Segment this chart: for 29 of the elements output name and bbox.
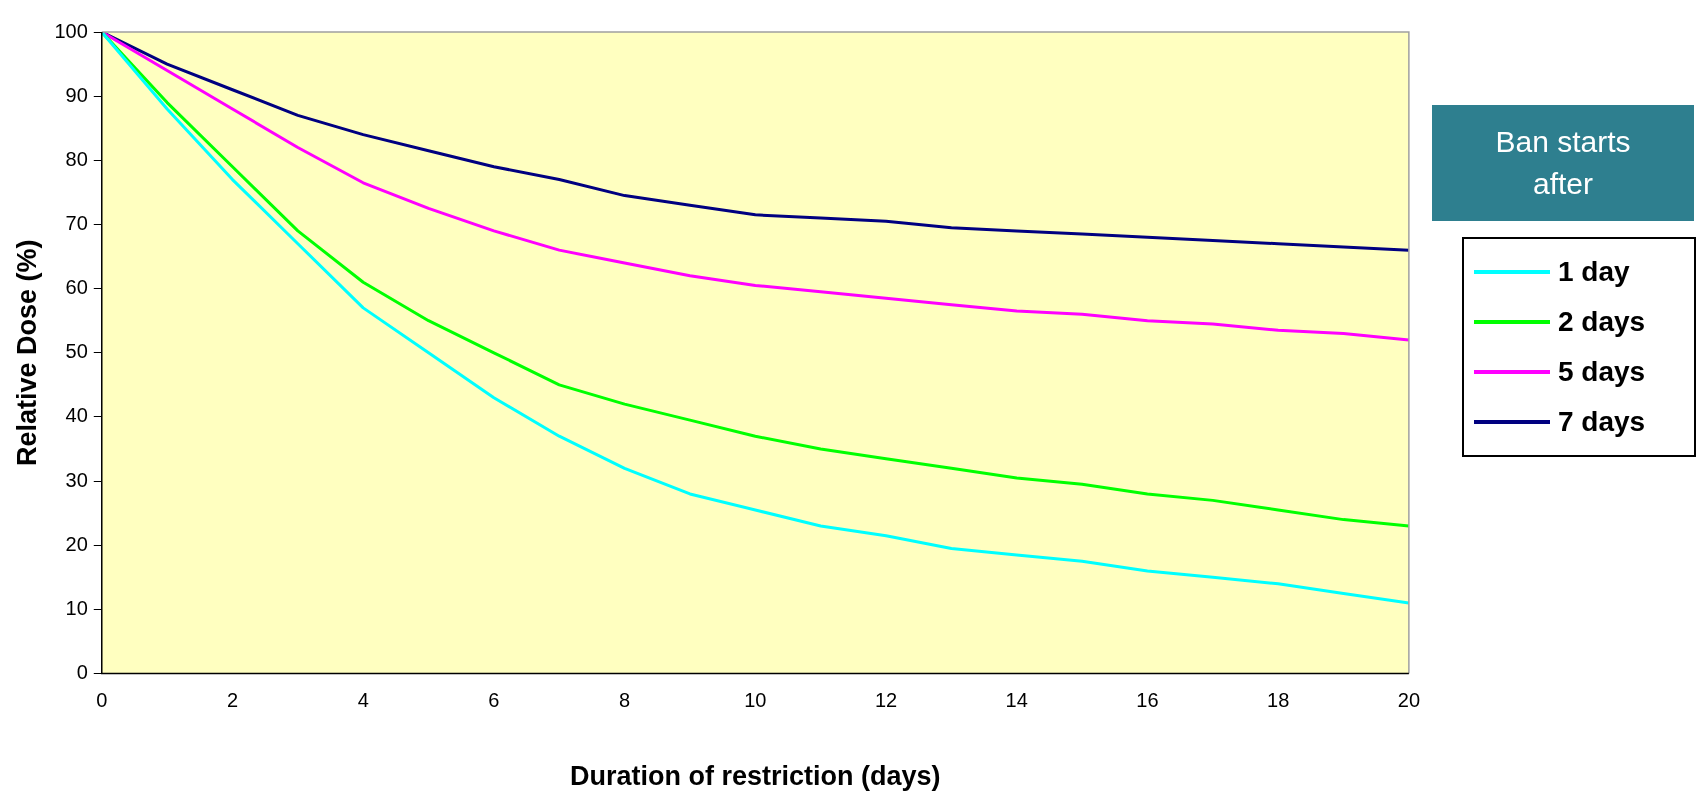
y-tick-label: 60 xyxy=(65,276,88,299)
x-tick-label: 0 xyxy=(96,689,108,712)
y-tick-label: 20 xyxy=(65,532,88,555)
x-tick-label: 8 xyxy=(619,689,631,712)
y-tick-label: 30 xyxy=(65,468,88,491)
y-axis-title: Relative Dose (%) xyxy=(11,239,42,467)
x-tick-label: 6 xyxy=(488,689,500,712)
y-tick-label: 90 xyxy=(65,83,88,106)
x-tick-label: 18 xyxy=(1267,689,1290,712)
y-tick-label: 10 xyxy=(65,596,88,619)
legend-label: 7 days xyxy=(1558,406,1646,438)
y-tick-label: 0 xyxy=(76,661,88,684)
y-tick-label: 70 xyxy=(65,212,88,234)
y-tick-label: 40 xyxy=(65,404,88,427)
legend-title: Ban starts after xyxy=(1432,105,1694,221)
y-tick-label: 80 xyxy=(65,147,88,170)
x-tick-label: 12 xyxy=(874,689,898,712)
x-axis-title: Duration of restriction (days) xyxy=(570,761,941,792)
y-tick-label: 50 xyxy=(65,340,88,363)
legend-label: 1 day xyxy=(1558,256,1630,288)
x-tick-label: 4 xyxy=(357,689,369,712)
x-tick-label: 20 xyxy=(1397,689,1420,712)
x-tick-label: 10 xyxy=(744,689,767,712)
legend-label: 2 days xyxy=(1558,306,1646,338)
x-tick-label: 2 xyxy=(226,689,239,712)
legend-label: 5 days xyxy=(1558,356,1646,388)
x-tick-label: 16 xyxy=(1136,689,1159,712)
y-tick-label: 100 xyxy=(54,19,88,42)
x-tick-label: 14 xyxy=(1005,689,1028,712)
